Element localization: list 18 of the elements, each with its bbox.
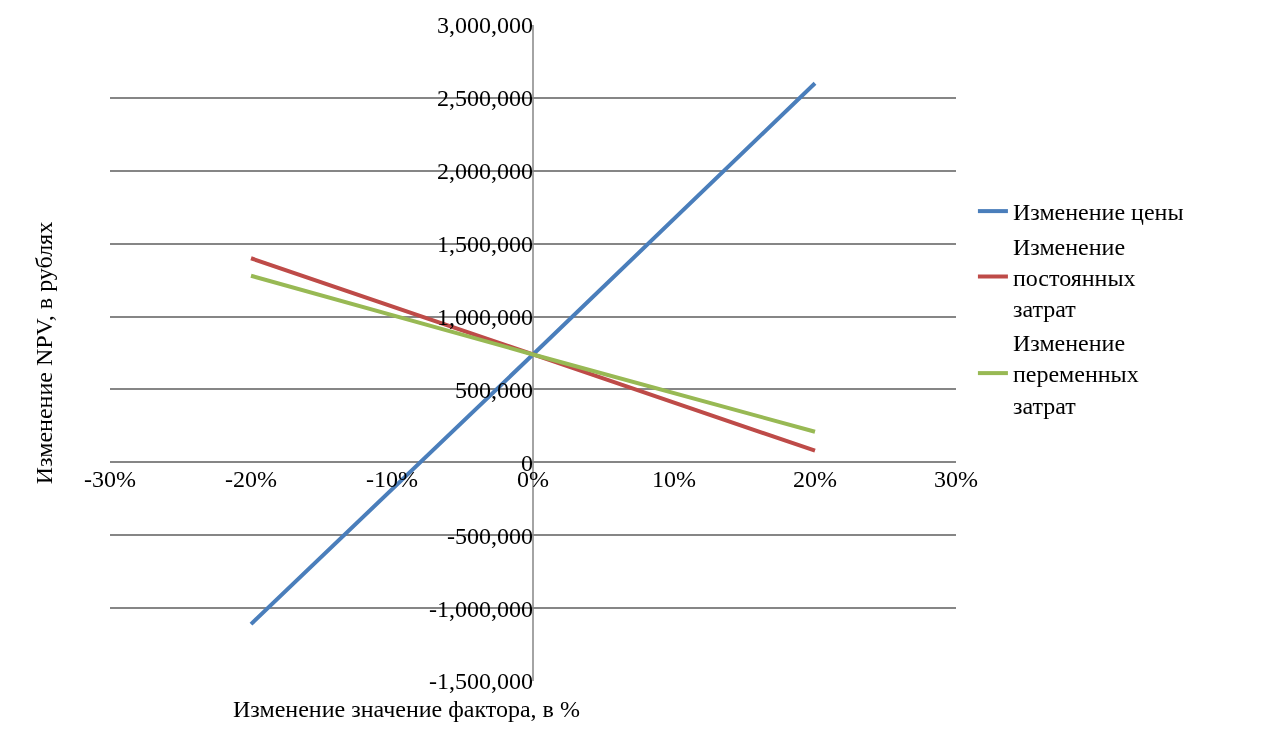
y-tick-label: -1,000,000 xyxy=(429,595,533,622)
x-tick-label: 20% xyxy=(793,466,837,493)
x-axis-title: Изменение значение фактора, в % xyxy=(233,696,580,722)
y-tick-label: 2,000,000 xyxy=(437,158,533,185)
x-tick-label: 10% xyxy=(652,466,696,493)
y-tick-label: 1,000,000 xyxy=(437,303,533,330)
legend-label: Изменение переменных затрат xyxy=(1012,330,1139,419)
x-tick-label: -30% xyxy=(84,466,136,493)
x-tick-label: -20% xyxy=(225,466,277,493)
y-tick-label: 1,500,000 xyxy=(437,231,533,258)
y-axis-title: Изменение NPV, в рублях xyxy=(31,221,58,485)
legend-label: Изменение постоянных затрат xyxy=(1012,233,1136,323)
y-tick-label: 2,500,000 xyxy=(437,85,533,112)
legend-label: Изменение цены xyxy=(1012,199,1184,226)
y-tick-label: 3,000,000 xyxy=(437,12,533,39)
y-tick-label: -1,500,000 xyxy=(429,668,533,695)
y-tick-label: -500,000 xyxy=(447,522,533,549)
x-tick-label: 30% xyxy=(934,466,978,493)
